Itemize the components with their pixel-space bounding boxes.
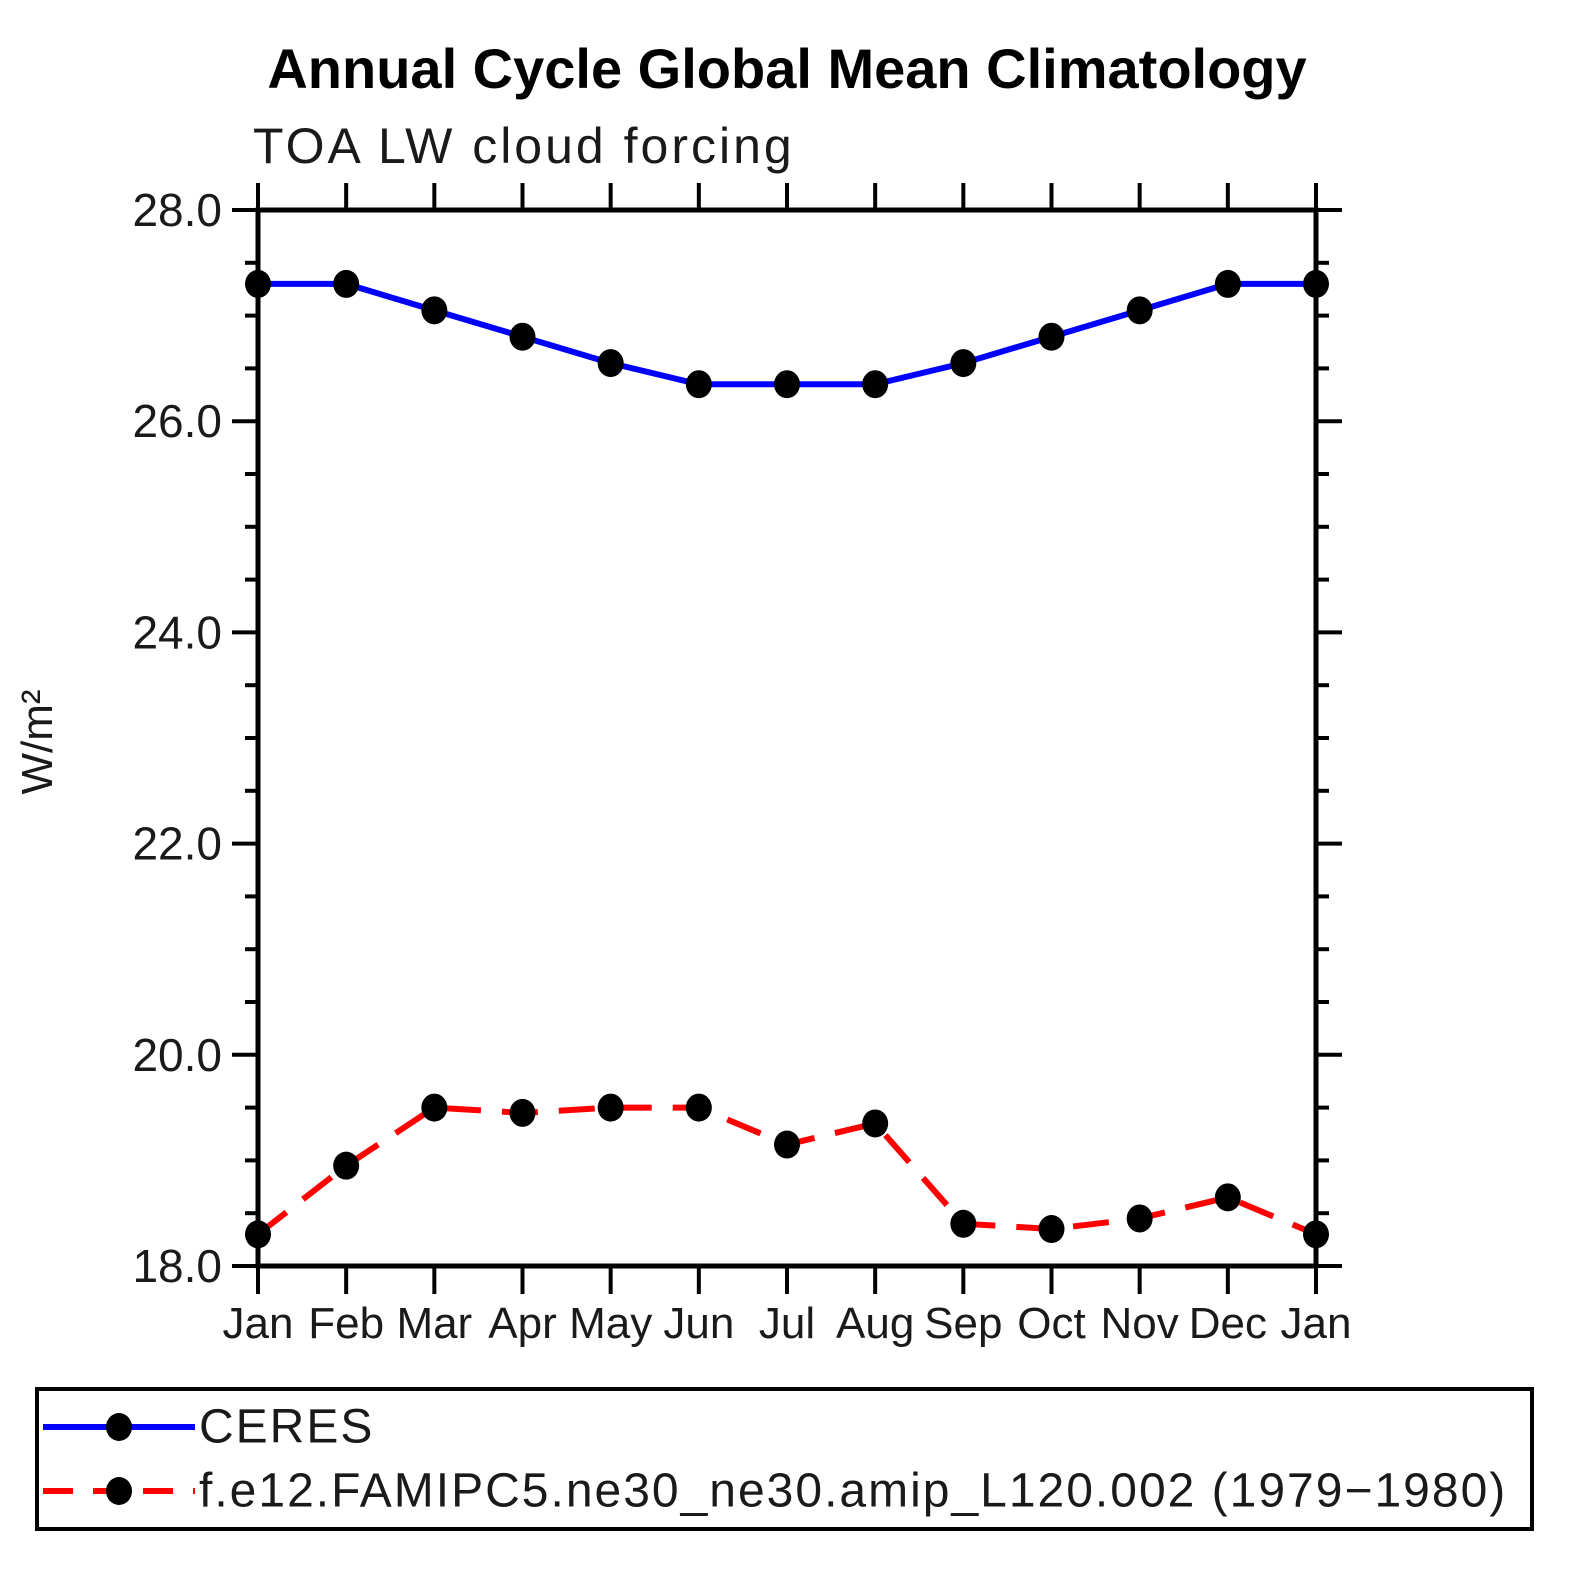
x-tick-label: Sep <box>924 1299 1002 1348</box>
series-1-marker <box>333 1151 360 1180</box>
series-0-marker <box>509 322 536 351</box>
series-1-marker <box>1038 1215 1065 1244</box>
series-0-marker <box>1303 269 1329 298</box>
series-line-1 <box>256 1104 1318 1238</box>
legend-label-model: f.e12.FAMIPC5.ne30_ne30.amip_L120.002 (1… <box>199 1465 1507 1518</box>
legend-label-ceres: CERES <box>199 1401 374 1454</box>
series-1-marker <box>597 1093 624 1122</box>
legend: CERES f.e12.FAMIPC5.ne30_ne30.amip_L120.… <box>35 1387 1534 1531</box>
series-0-marker <box>774 370 800 399</box>
chart-subtitle: TOA LW cloud forcing <box>253 118 795 174</box>
axes-layer: Jan Feb Mar Apr May Jun Jul Aug Sep Oct Nov Dec Jan1… <box>132 183 1351 1348</box>
axis-frame <box>255 207 1319 1269</box>
y-tick-label: 22.0 <box>132 818 222 870</box>
x-tick-label: Apr <box>488 1299 556 1348</box>
y-tick-label: 28.0 <box>132 184 222 236</box>
series-1-marker <box>774 1130 800 1159</box>
x-tick-label: Jun <box>663 1299 734 1348</box>
series-1-marker <box>950 1209 977 1238</box>
series-0-marker <box>597 349 624 378</box>
series-1-marker <box>1126 1204 1153 1233</box>
x-tick-label: May <box>569 1299 652 1348</box>
x-tick-label: Jan <box>223 1299 294 1348</box>
x-tick-label: Nov <box>1101 1299 1179 1348</box>
series-1-marker <box>862 1109 889 1138</box>
x-tick-label: Oct <box>1017 1299 1085 1348</box>
y-tick-label: 24.0 <box>132 606 222 658</box>
series-0-marker <box>1214 269 1241 298</box>
series-0-marker <box>1126 296 1153 325</box>
series-0-marker <box>1038 322 1065 351</box>
series-1-marker <box>1303 1220 1329 1249</box>
y-tick-label: 18.0 <box>132 1240 222 1292</box>
series-0-marker <box>421 296 448 325</box>
series-0-marker <box>685 370 712 399</box>
series-1-marker <box>509 1098 536 1127</box>
series-0-marker <box>245 269 271 298</box>
series-0-marker <box>333 269 360 298</box>
x-tick-label: Jul <box>759 1299 815 1348</box>
legend-marker-ceres <box>106 1413 132 1441</box>
x-tick-label: Mar <box>396 1299 472 1348</box>
series-1-marker <box>1214 1183 1241 1212</box>
series-line-0 <box>258 280 1316 388</box>
legend-border <box>35 1387 1534 1531</box>
chart-title: Annual Cycle Global Mean Climatology <box>267 37 1306 100</box>
series-0-marker <box>862 370 889 399</box>
series-1-marker <box>245 1220 271 1249</box>
series-1-marker <box>421 1093 448 1122</box>
x-tick-label: Dec <box>1189 1299 1267 1348</box>
x-tick-label: Aug <box>836 1299 914 1348</box>
y-tick-label: 26.0 <box>132 395 222 447</box>
x-tick-label: Feb <box>308 1299 384 1348</box>
y-axis-title: W/m² <box>13 689 62 794</box>
series-0-marker <box>950 349 977 378</box>
x-tick-label: Jan <box>1281 1299 1352 1348</box>
series-1-marker <box>685 1093 712 1122</box>
legend-marker-model <box>106 1477 132 1505</box>
series-layer <box>245 269 1329 1249</box>
y-tick-label: 20.0 <box>132 1029 222 1081</box>
